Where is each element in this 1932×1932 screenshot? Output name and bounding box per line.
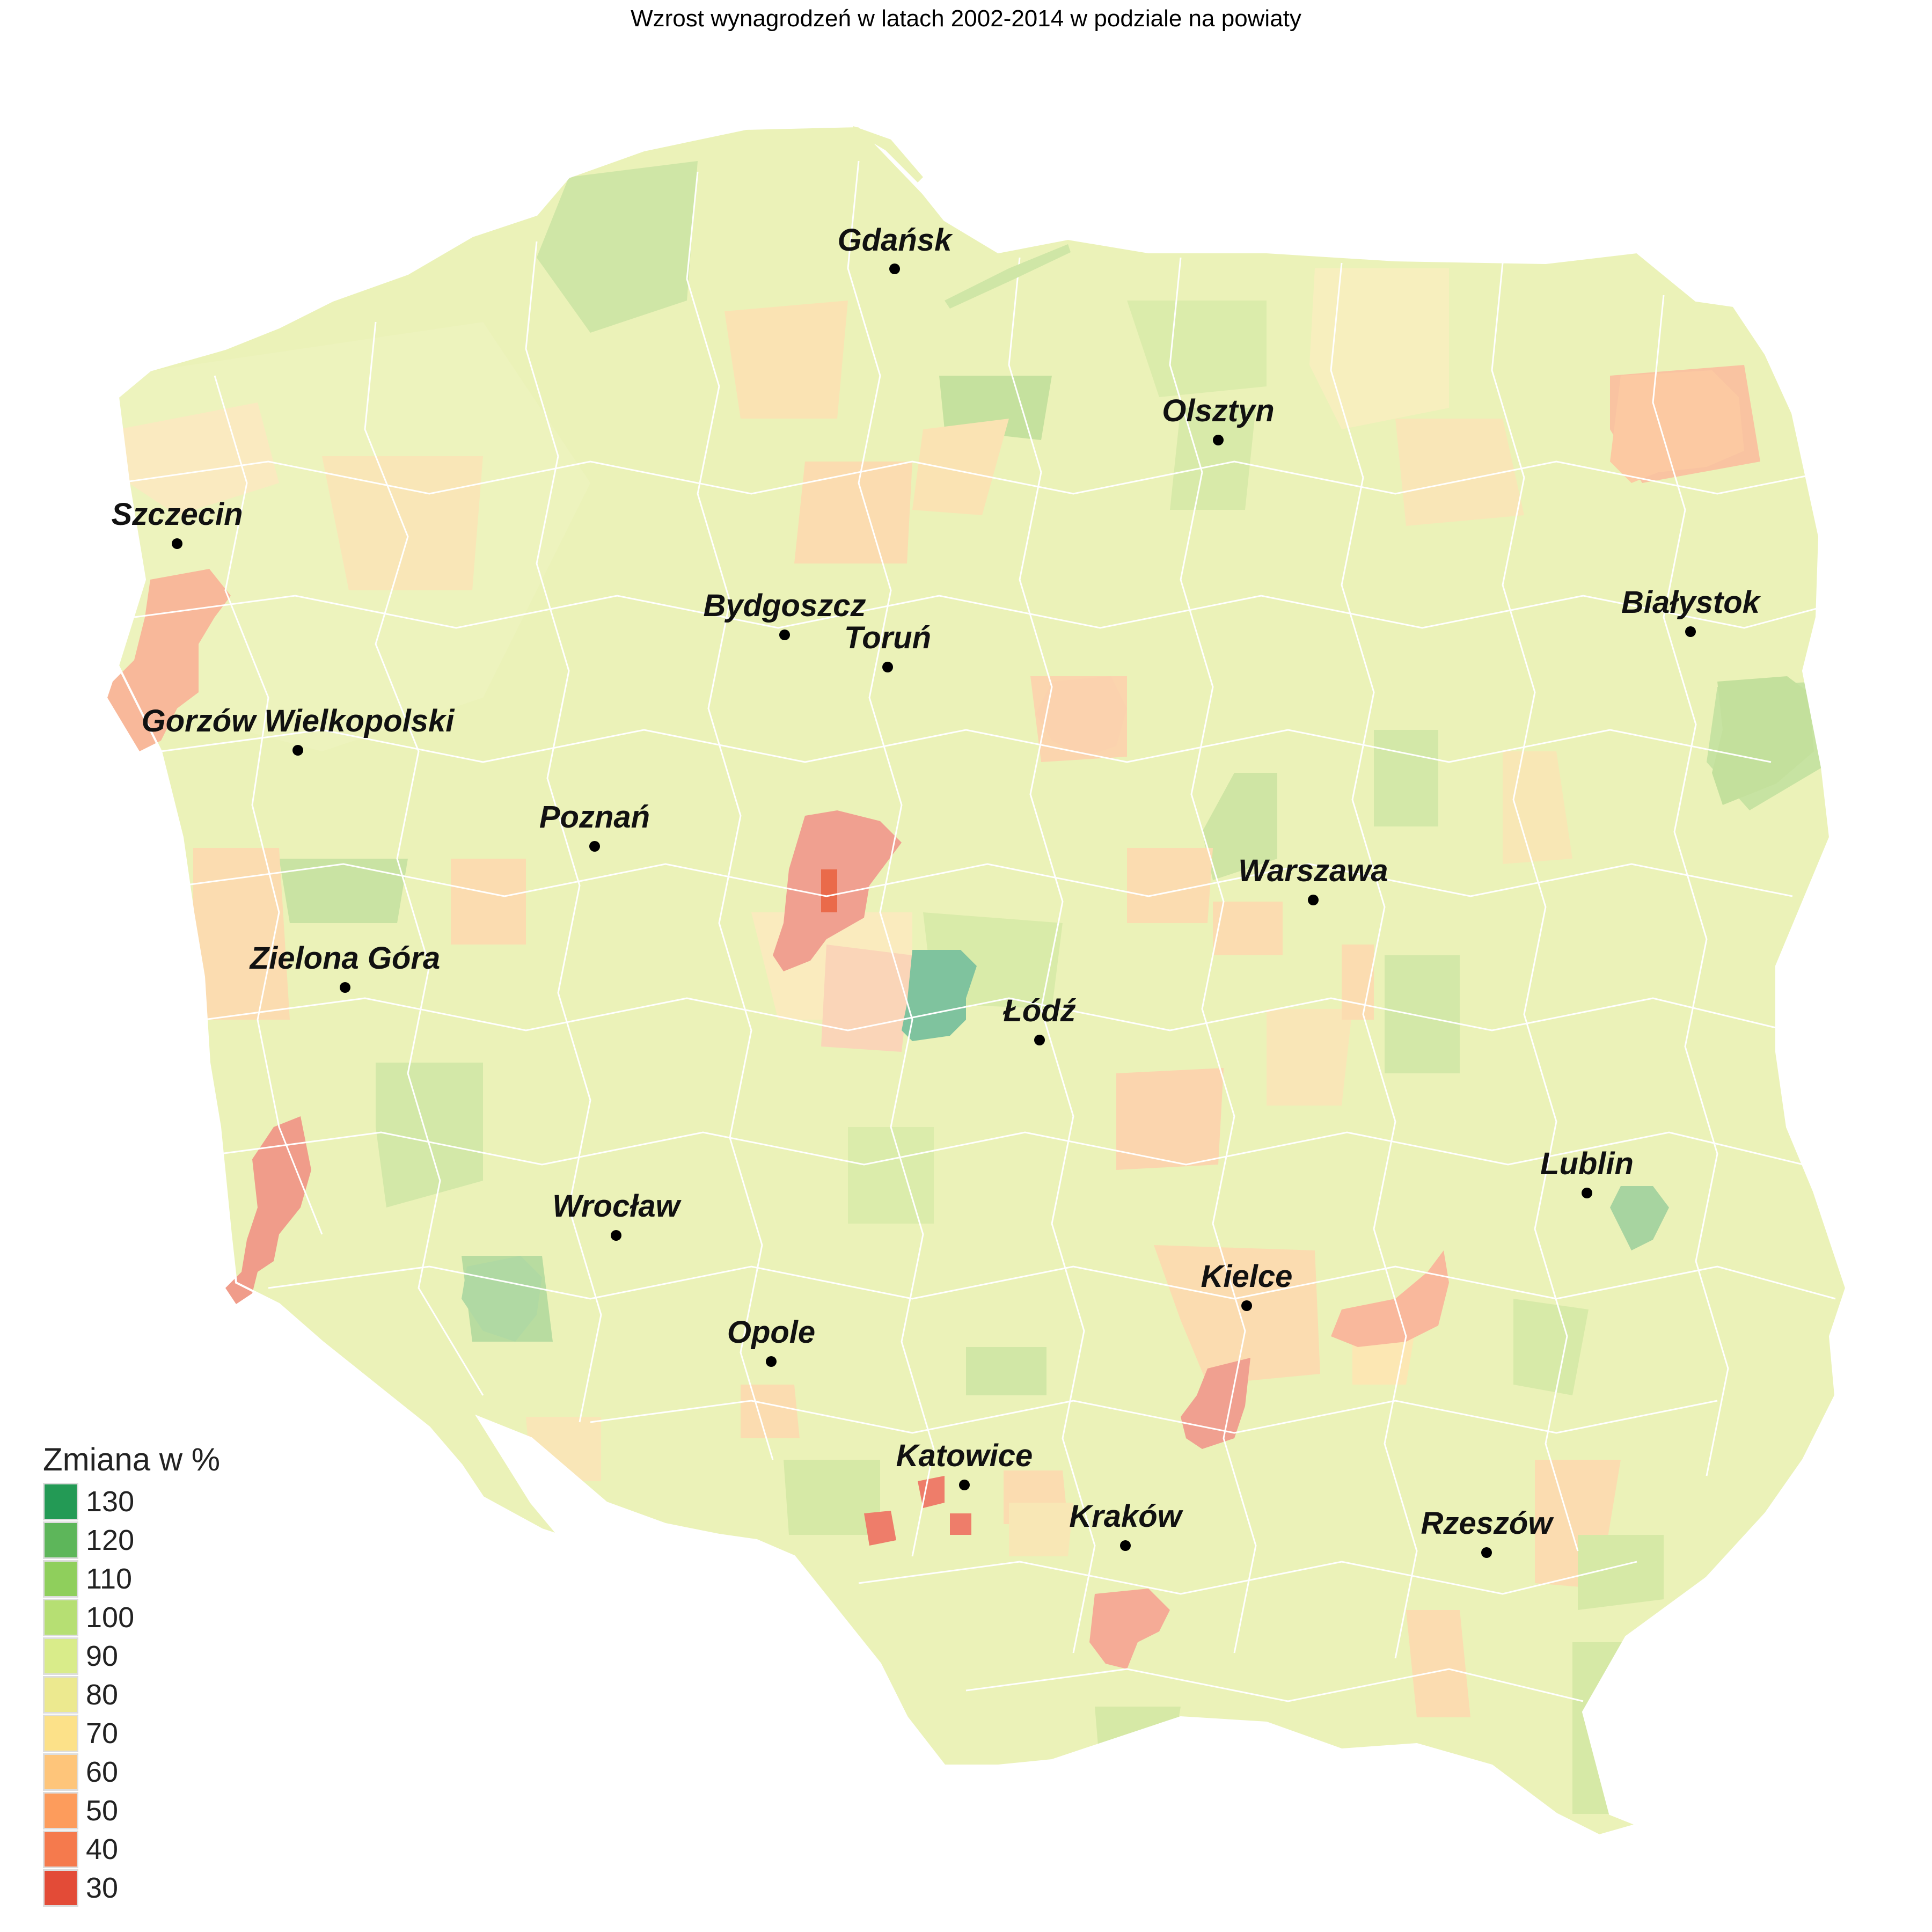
city-olsztyn[interactable]: Olsztyn xyxy=(1162,393,1275,445)
county-belchatow-region xyxy=(902,950,977,1041)
city-label: Kielce xyxy=(1201,1259,1293,1294)
city-label: Olsztyn xyxy=(1162,393,1275,428)
county-zgorzelec-region xyxy=(225,1116,311,1304)
city-torun[interactable]: Toruń xyxy=(844,620,931,672)
legend-swatch xyxy=(43,1715,78,1752)
legend-entry: 80 xyxy=(43,1675,220,1714)
legend-entry: 120 xyxy=(43,1521,220,1560)
legend-label: 60 xyxy=(86,1756,119,1788)
city-label: Rzeszów xyxy=(1421,1506,1555,1541)
city-label: Szczecin xyxy=(112,497,243,532)
city-kielce[interactable]: Kielce xyxy=(1201,1259,1293,1311)
county-borders xyxy=(118,160,1836,1702)
legend-swatch xyxy=(43,1637,78,1675)
city-warszawa[interactable]: Warszawa xyxy=(1238,853,1388,905)
city-lublin[interactable]: Lublin xyxy=(1540,1146,1634,1198)
city-label: Bydgoszcz xyxy=(704,588,866,623)
legend-label: 110 xyxy=(86,1563,133,1595)
city-label: Wrocław xyxy=(552,1189,682,1224)
city-gorzow-wielkopolski[interactable]: Gorzów Wielkopolski xyxy=(142,704,456,756)
vistula-spit xyxy=(945,244,1071,309)
legend-entry: 110 xyxy=(43,1560,220,1598)
city-label: Kraków xyxy=(1069,1499,1183,1534)
legend-title: Zmiana w % xyxy=(43,1441,221,1477)
county-regions xyxy=(118,126,1846,1835)
city-label: Gdańsk xyxy=(838,223,953,258)
legend-label: 100 xyxy=(86,1601,135,1634)
legend-swatch xyxy=(43,1792,78,1829)
legend-swatch xyxy=(43,1599,78,1636)
legend-entry: 50 xyxy=(43,1791,220,1830)
county-siemiatycze-region xyxy=(1712,676,1814,805)
city-bydgoszcz[interactable]: Bydgoszcz xyxy=(704,588,866,640)
county-konin-city xyxy=(821,869,837,912)
legend-label: 30 xyxy=(86,1872,119,1904)
city-wroclaw[interactable]: Wrocław xyxy=(552,1189,682,1241)
legend-label: 50 xyxy=(86,1795,119,1827)
legend-swatch xyxy=(43,1483,78,1520)
city-label: Zielona Góra xyxy=(249,941,441,976)
legend-swatch xyxy=(43,1676,78,1714)
legend-entry: 40 xyxy=(43,1830,220,1869)
city-katowice[interactable]: Katowice xyxy=(896,1438,1033,1490)
city-szczecin[interactable]: Szczecin xyxy=(112,497,243,549)
legend-swatch xyxy=(43,1753,78,1791)
legend-swatch xyxy=(43,1831,78,1868)
county-silesia-red-b xyxy=(950,1513,971,1535)
legend-label: 90 xyxy=(86,1640,119,1672)
legend-swatch xyxy=(43,1869,78,1907)
city-markers: Gdańsk Olsztyn Szczecin Bydgoszcz Toruń … xyxy=(112,223,1761,1558)
city-label: Gorzów Wielkopolski xyxy=(142,704,456,738)
city-lodz[interactable]: Łódź xyxy=(1002,993,1077,1045)
legend-label: 80 xyxy=(86,1679,119,1711)
legend-entry: 90 xyxy=(43,1637,220,1675)
city-label: Lublin xyxy=(1540,1146,1634,1181)
city-krakow[interactable]: Kraków xyxy=(1069,1499,1184,1551)
county-lublin-green xyxy=(1610,1186,1669,1250)
city-opole[interactable]: Opole xyxy=(727,1315,815,1367)
city-label: Łódź xyxy=(1002,993,1076,1028)
legend-label: 40 xyxy=(86,1833,119,1865)
legend-entry: 60 xyxy=(43,1753,220,1791)
county-bochnia-region xyxy=(1089,1589,1170,1669)
city-label: Katowice xyxy=(896,1438,1033,1473)
highlighted-counties xyxy=(107,370,1814,1669)
city-zielona-gora[interactable]: Zielona Góra xyxy=(249,941,441,993)
color-legend: Zmiana w % 130 120 110 100 90 80 70 60 50 40 30 xyxy=(43,1441,220,1907)
county-gierzwald-region xyxy=(1036,676,1127,757)
city-label: Warszawa xyxy=(1238,853,1388,888)
city-bialystok[interactable]: Białystok xyxy=(1621,585,1761,637)
city-label: Poznań xyxy=(539,800,650,835)
city-label: Toruń xyxy=(844,620,931,655)
legend-label: 130 xyxy=(86,1485,135,1518)
county-staszow-region xyxy=(1331,1250,1449,1347)
legend-label: 70 xyxy=(86,1717,119,1750)
county-silesia-red-a xyxy=(864,1511,896,1546)
legend-entry: 70 xyxy=(43,1714,220,1753)
legend-entries: 130 120 110 100 90 80 70 60 50 40 30 xyxy=(43,1482,220,1907)
legend-entry: 100 xyxy=(43,1598,220,1637)
city-poznan[interactable]: Poznań xyxy=(539,800,650,852)
map-title: Wzrost wynagrodzeń w latach 2002-2014 w … xyxy=(631,5,1301,32)
legend-label: 120 xyxy=(86,1524,135,1556)
legend-entry: 130 xyxy=(43,1482,220,1521)
city-label: Białystok xyxy=(1621,585,1761,620)
legend-swatch xyxy=(43,1560,78,1598)
city-rzeszow[interactable]: Rzeszów xyxy=(1421,1506,1555,1558)
county-bielsk-region xyxy=(1610,370,1744,483)
city-label: Opole xyxy=(727,1315,815,1350)
legend-entry: 30 xyxy=(43,1869,220,1907)
legend-swatch xyxy=(43,1521,78,1559)
hel-peninsula xyxy=(853,126,923,182)
city-gdansk[interactable]: Gdańsk xyxy=(838,223,953,274)
